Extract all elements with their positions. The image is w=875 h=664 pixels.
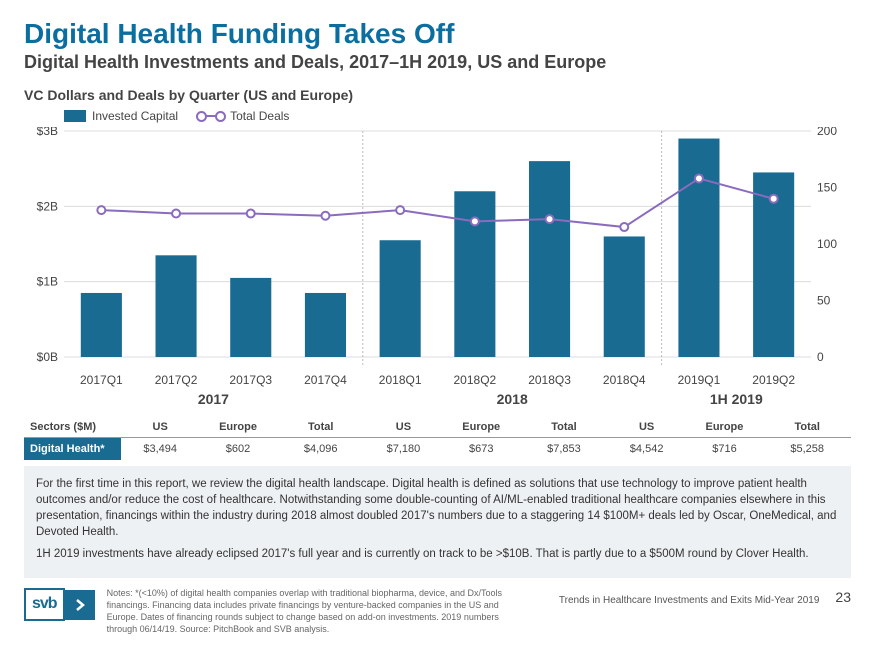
notes-paragraph-2: 1H 2019 investments have already eclipse… — [36, 546, 839, 562]
legend-bar-label: Invested Capital — [92, 109, 178, 123]
x-label: 2019Q1 — [662, 373, 737, 387]
svg-text:50: 50 — [817, 294, 831, 308]
x-label: 2018Q3 — [512, 373, 587, 387]
svg-text:$3B: $3B — [37, 127, 58, 138]
year-label: 2018 — [363, 391, 662, 407]
sectors-col-header: Europe — [199, 417, 277, 438]
year-label: 1H 2019 — [662, 391, 811, 407]
notes-paragraph-1: For the first time in this report, we re… — [36, 476, 839, 540]
sectors-cell: $4,096 — [277, 438, 365, 461]
sectors-col-header: Europe — [686, 417, 764, 438]
line-swatch-icon — [198, 115, 224, 117]
svg-text:100: 100 — [817, 237, 837, 251]
svb-logo-text: svb — [24, 588, 65, 621]
x-label: 2017Q2 — [139, 373, 214, 387]
footer: svb Notes: *(<10%) of digital health com… — [24, 588, 851, 635]
bar-line-chart: $0B $1B $2B $3B 0 50 100 150 200 — [24, 127, 851, 367]
svb-logo: svb — [24, 588, 95, 621]
page-subtitle: Digital Health Investments and Deals, 20… — [24, 52, 851, 73]
sectors-cell: $3,494 — [121, 438, 199, 461]
sectors-cell: $673 — [442, 438, 520, 461]
x-axis-labels: 2017Q12017Q22017Q32017Q42018Q12018Q22018… — [64, 373, 811, 387]
sectors-header-label: Sectors ($M) — [24, 417, 121, 438]
sectors-col-header: Europe — [442, 417, 520, 438]
sectors-col-header: US — [121, 417, 199, 438]
x-label: 2018Q4 — [587, 373, 662, 387]
chart-legend: Invested Capital Total Deals — [64, 109, 851, 123]
sectors-col-header: Total — [520, 417, 608, 438]
sectors-cell: $716 — [686, 438, 764, 461]
sectors-cell: $602 — [199, 438, 277, 461]
svg-text:150: 150 — [817, 181, 837, 195]
x-label: 2018Q2 — [438, 373, 513, 387]
sectors-table: Sectors ($M)USEuropeTotalUSEuropeTotalUS… — [24, 417, 851, 460]
legend-total-deals: Total Deals — [198, 109, 289, 123]
svg-text:$2B: $2B — [37, 199, 58, 213]
footer-fine-print: Notes: *(<10%) of digital health compani… — [107, 588, 527, 635]
x-label: 2017Q3 — [213, 373, 288, 387]
x-label: 2017Q4 — [288, 373, 363, 387]
chart-svg: $0B $1B $2B $3B 0 50 100 150 200 — [24, 127, 851, 367]
notes-box: For the first time in this report, we re… — [24, 466, 851, 578]
sectors-cell: $7,853 — [520, 438, 608, 461]
svg-text:$1B: $1B — [37, 275, 58, 289]
sectors-cell: $7,180 — [365, 438, 443, 461]
legend-invested-capital: Invested Capital — [64, 109, 178, 123]
sectors-cell: $5,258 — [763, 438, 851, 461]
x-label: 2017Q1 — [64, 373, 139, 387]
x-label: 2019Q2 — [736, 373, 811, 387]
sectors-cell: $4,542 — [608, 438, 686, 461]
year-label: 2017 — [64, 391, 363, 407]
year-labels: 201720181H 2019 — [64, 391, 811, 407]
sectors-row-label: Digital Health* — [24, 438, 121, 461]
page-number: 23 — [835, 588, 851, 606]
sectors-col-header: US — [365, 417, 443, 438]
x-label: 2018Q1 — [363, 373, 438, 387]
sectors-col-header: Total — [277, 417, 365, 438]
sectors-col-header: US — [608, 417, 686, 438]
page-title: Digital Health Funding Takes Off — [24, 18, 851, 50]
chevron-right-icon — [65, 590, 95, 620]
svg-text:0: 0 — [817, 350, 824, 364]
svg-text:200: 200 — [817, 127, 837, 138]
bar-swatch-icon — [64, 110, 86, 122]
svg-text:$0B: $0B — [37, 350, 58, 364]
sectors-col-header: Total — [763, 417, 851, 438]
legend-line-label: Total Deals — [230, 109, 289, 123]
chart-header: VC Dollars and Deals by Quarter (US and … — [24, 87, 851, 103]
footer-report-name: Trends in Healthcare Investments and Exi… — [559, 594, 820, 607]
